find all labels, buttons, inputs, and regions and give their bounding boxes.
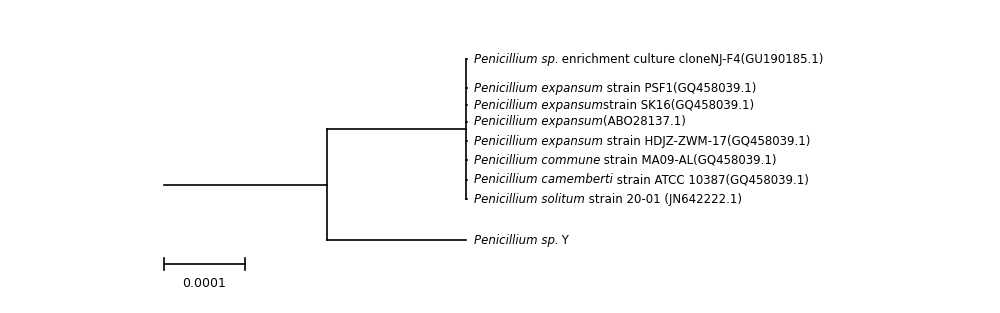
Text: Penicillium expansum: Penicillium expansum bbox=[474, 99, 603, 111]
Text: strain SK16(GQ458039.1): strain SK16(GQ458039.1) bbox=[603, 99, 754, 111]
Text: Penicillium camemberti: Penicillium camemberti bbox=[474, 173, 613, 186]
Text: strain 20-01 (JN642222.1): strain 20-01 (JN642222.1) bbox=[585, 192, 742, 206]
Text: strain PSF1(GQ458039.1): strain PSF1(GQ458039.1) bbox=[603, 82, 756, 95]
Text: Penicillium sp.: Penicillium sp. bbox=[474, 53, 558, 66]
Text: 0.0001: 0.0001 bbox=[182, 277, 226, 290]
Text: Penicillium expansum: Penicillium expansum bbox=[474, 135, 603, 148]
Text: (ABO28137.1): (ABO28137.1) bbox=[603, 115, 686, 128]
Text: strain HDJZ-ZWM-17(GQ458039.1): strain HDJZ-ZWM-17(GQ458039.1) bbox=[603, 135, 810, 148]
Text: Penicillium sp.: Penicillium sp. bbox=[474, 233, 558, 247]
Text: strain ATCC 10387(GQ458039.1): strain ATCC 10387(GQ458039.1) bbox=[613, 173, 808, 186]
Text: Y: Y bbox=[558, 233, 569, 247]
Text: strain MA09-AL(GQ458039.1): strain MA09-AL(GQ458039.1) bbox=[600, 154, 777, 167]
Text: enrichment culture cloneNJ-F4(GU190185.1): enrichment culture cloneNJ-F4(GU190185.1… bbox=[558, 53, 824, 66]
Text: Penicillium commune: Penicillium commune bbox=[474, 154, 600, 167]
Text: Penicillium expansum: Penicillium expansum bbox=[474, 82, 603, 95]
Text: Penicillium solitum: Penicillium solitum bbox=[474, 192, 585, 206]
Text: Penicillium expansum: Penicillium expansum bbox=[474, 115, 603, 128]
